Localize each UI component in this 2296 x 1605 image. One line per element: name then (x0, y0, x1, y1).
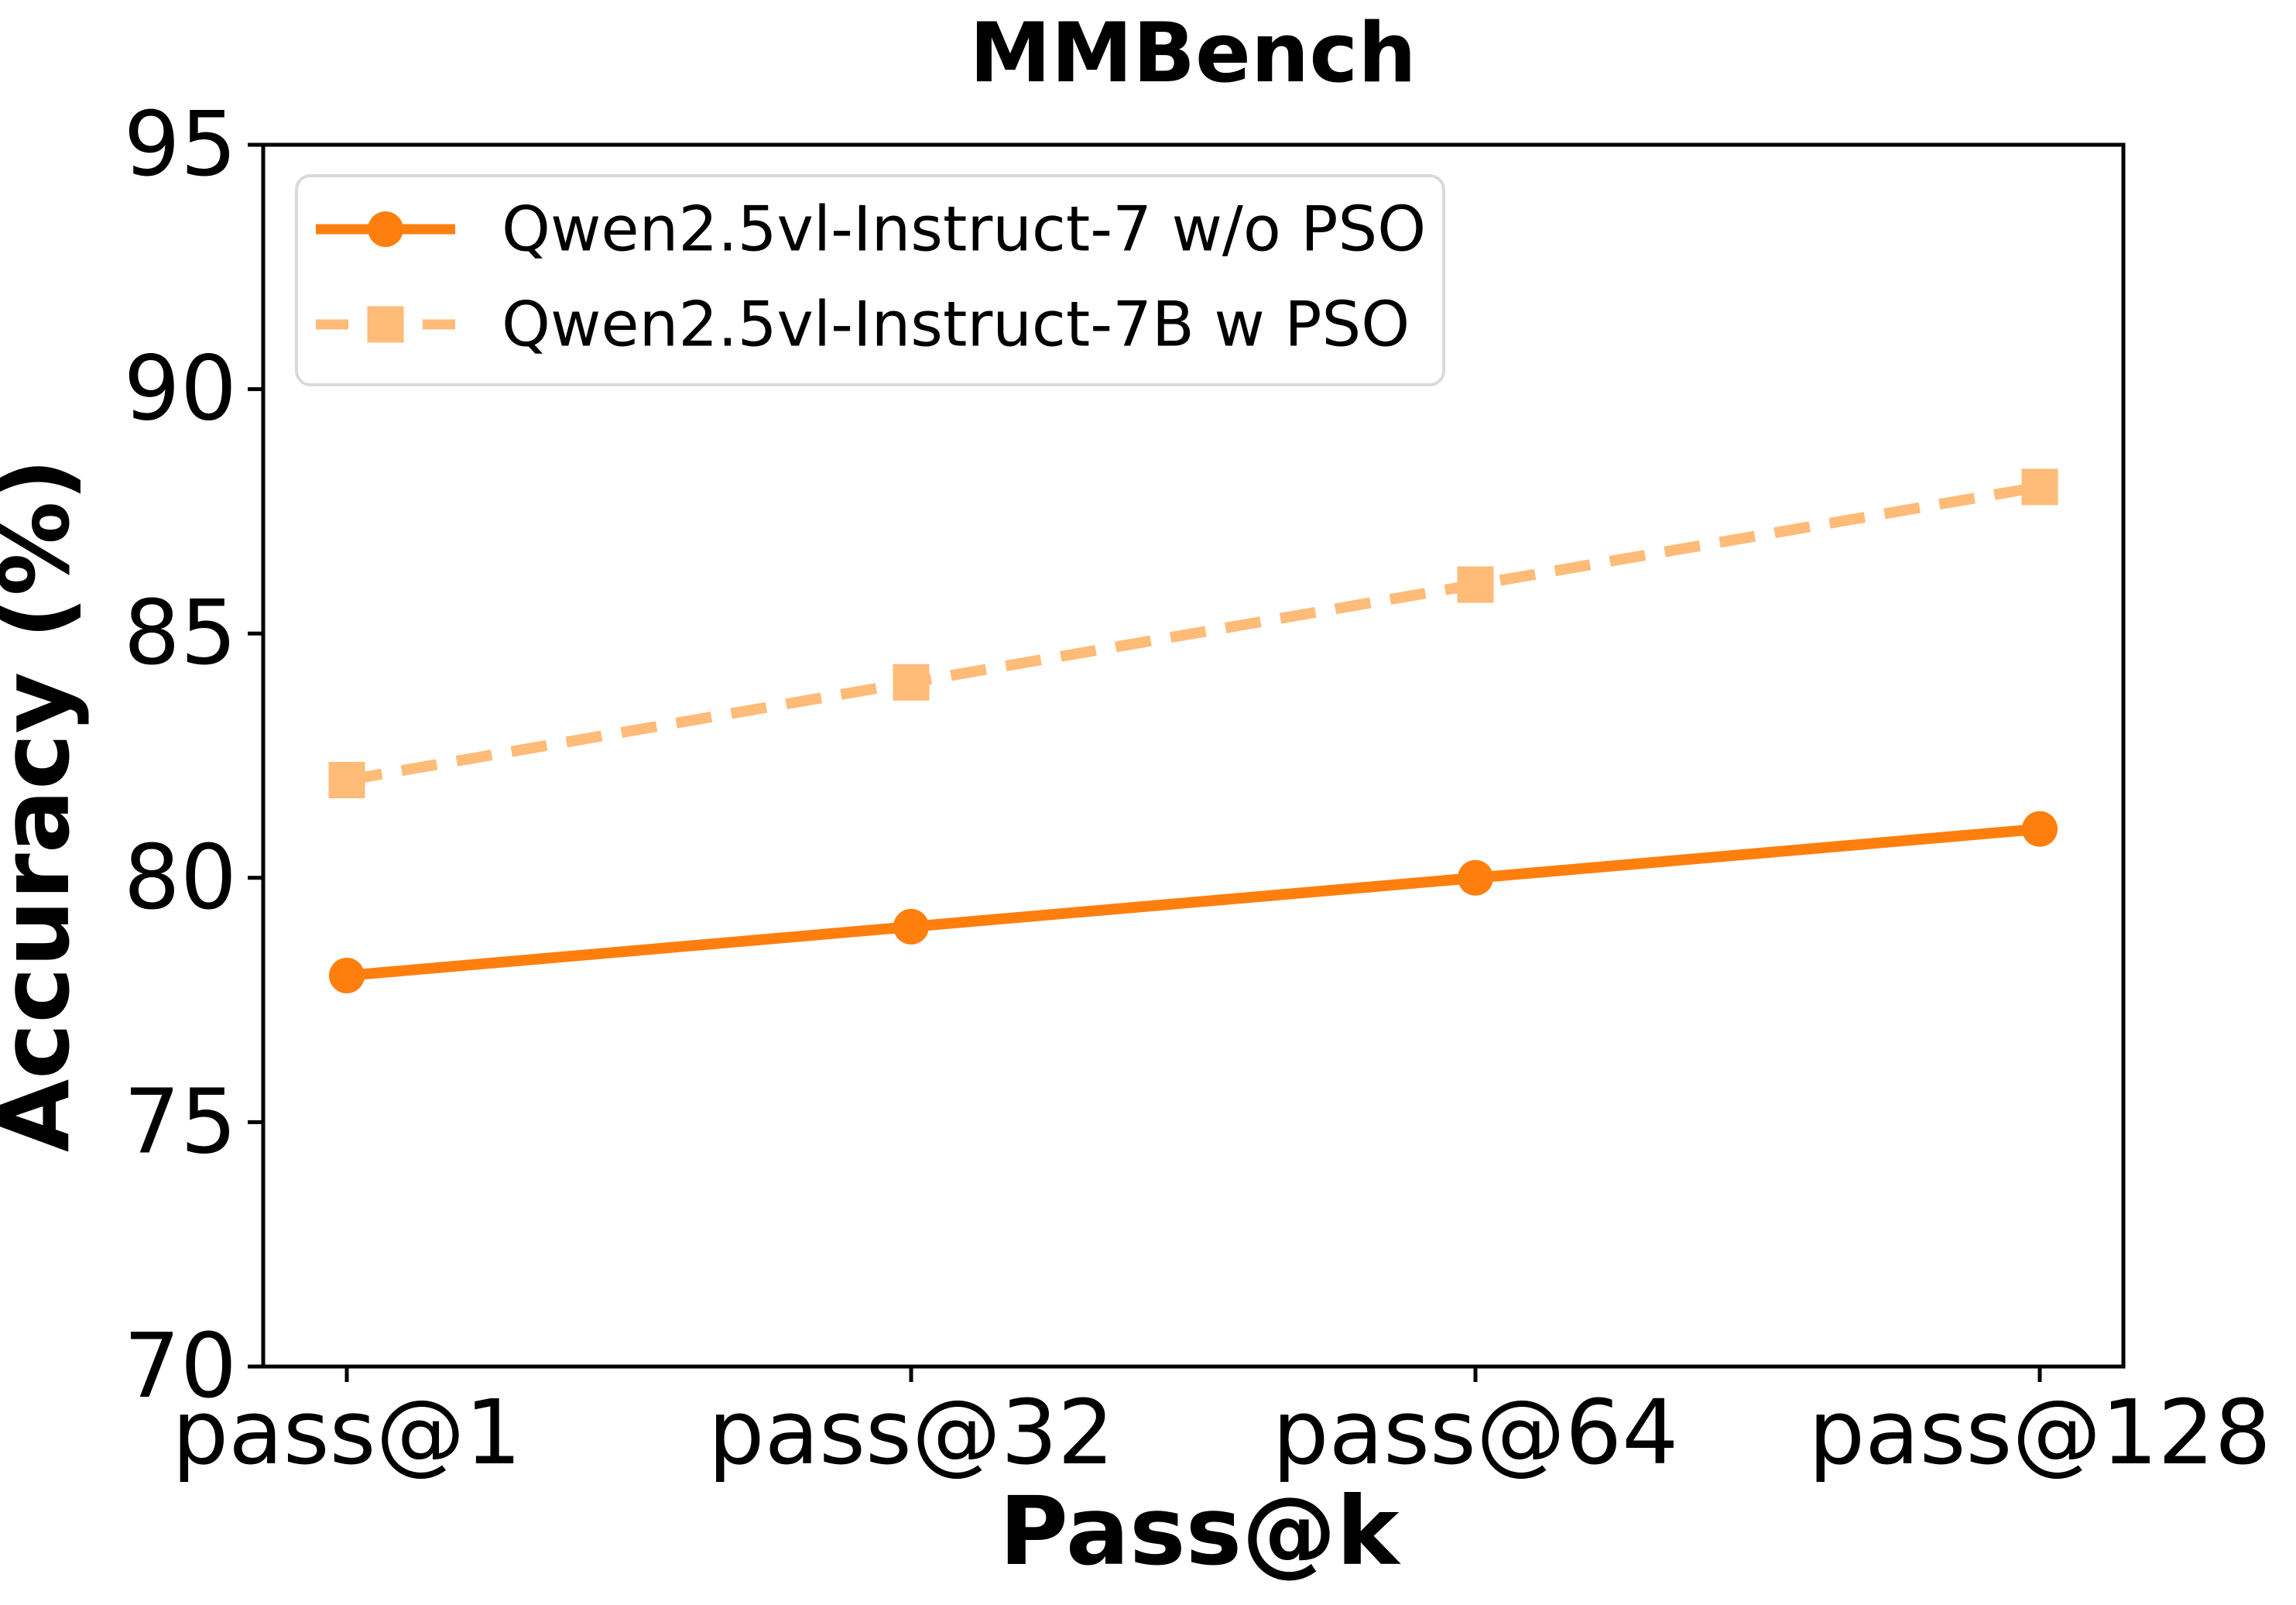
legend: Qwen2.5vl-Instruct-7 w/o PSO Qwen2.5vl-In… (295, 174, 1445, 386)
data-point-square (328, 762, 365, 799)
data-point-circle (1458, 859, 1493, 896)
data-point-square (893, 664, 930, 701)
y-tick-label: 70 (124, 1315, 237, 1418)
plot-frame (261, 142, 2126, 1369)
x-tick-label: pass@128 (1808, 1381, 2271, 1485)
y-tick-label: 85 (124, 581, 237, 685)
legend-entry-label: Qwen2.5vl-Instruct-7 w/o PSO (502, 194, 1426, 266)
y-tick-label: 95 (124, 93, 237, 197)
series-line (346, 823, 2041, 982)
legend-box (295, 174, 1445, 386)
x-tick-label: pass@64 (1273, 1381, 1679, 1485)
y-axis-label: Accuracy (%) (0, 458, 91, 1152)
axes: 70 75 80 85 90 95 pass@1 pass@32 pass@64 pass@128 (124, 93, 2271, 1485)
data-point-square (2021, 468, 2058, 506)
legend-marker-circle (368, 211, 403, 247)
data-point-square (1457, 566, 1494, 603)
data-point-circle (893, 908, 929, 945)
x-axis-label: Pass@k (999, 1476, 1402, 1586)
data-series (328, 468, 2058, 994)
x-tick-label: pass@1 (172, 1381, 521, 1485)
x-tick-label: pass@32 (708, 1381, 1115, 1485)
y-tick-label: 80 (124, 826, 237, 930)
data-point-circle (329, 958, 365, 994)
y-tick-label: 90 (124, 338, 237, 441)
legend-marker-square (367, 306, 404, 343)
legend-entry-label: Qwen2.5vl-Instruct-7B w PSO (502, 289, 1410, 361)
data-point-circle (2022, 811, 2058, 847)
chart-title: MMBench (969, 5, 1416, 101)
series-line (345, 481, 2041, 786)
y-tick-label: 75 (124, 1070, 237, 1174)
